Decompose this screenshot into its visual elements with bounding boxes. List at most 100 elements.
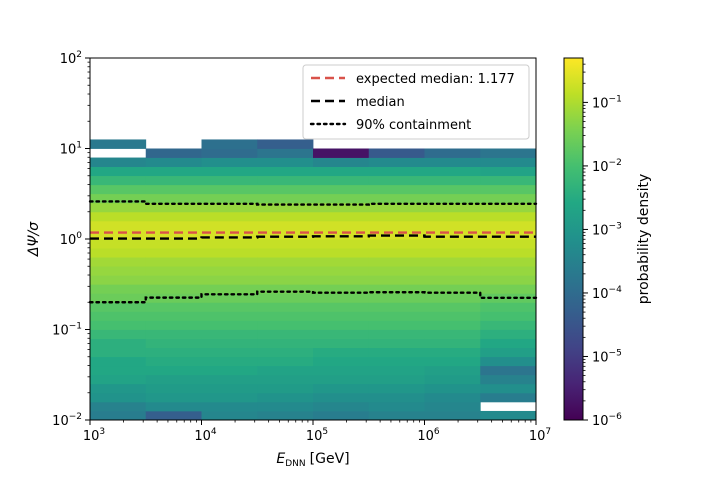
heatmap-cell [145, 248, 202, 258]
heatmap-cell [201, 383, 258, 394]
heatmap-cell [368, 374, 425, 385]
heatmap-cell [480, 374, 537, 385]
heatmap-cell [201, 320, 258, 330]
x-tick-label-base: 10 [194, 429, 211, 444]
heatmap-cell [90, 193, 147, 204]
colorbar-tick-label: 10−2 [592, 158, 622, 175]
x-tick-label-exponent: 7 [545, 427, 551, 437]
heatmap-cell [313, 175, 370, 186]
heatmap-cell [201, 374, 258, 385]
heatmap-cell [368, 148, 425, 158]
heatmap-cell [368, 248, 425, 258]
heatmap-cell [90, 356, 147, 367]
heatmap-cell [480, 383, 537, 394]
heatmap-cell [368, 211, 425, 222]
heatmap-cell [424, 365, 481, 376]
heatmap-cell [257, 356, 314, 367]
y-tick-label-base: 10 [52, 324, 69, 339]
heatmap-cell [145, 383, 202, 394]
heatmap-cell [368, 338, 425, 348]
heatmap-cell [424, 257, 481, 267]
heatmap-cell [145, 284, 202, 294]
colorbar: 10−610−510−410−310−210−1 probability den… [563, 57, 652, 429]
heatmap-cell [480, 365, 537, 376]
heatmap-cell [257, 166, 314, 177]
colorbar-tick-label-base: 10 [592, 287, 609, 302]
heatmap-cell [313, 410, 370, 421]
heatmap-cell [145, 311, 202, 321]
x-axis-label-unit: [GeV] [310, 451, 350, 467]
heatmap-cell [480, 220, 537, 231]
heatmap-cell [480, 347, 537, 358]
heatmap-cell [257, 175, 314, 186]
heatmap-cell [201, 202, 258, 213]
heatmap-cell [201, 193, 258, 204]
heatmap-cell [201, 139, 258, 149]
heatmap-cell [201, 347, 258, 358]
heatmap-cell [368, 320, 425, 330]
colorbar-tick-label-exponent: −3 [609, 221, 622, 231]
heatmap-cell [90, 329, 147, 339]
heatmap-cell [424, 293, 481, 303]
heatmap-cell [90, 220, 147, 231]
heatmap-cell [145, 211, 202, 222]
heatmap-cell [480, 338, 537, 348]
heatmap-cell [145, 293, 202, 303]
heatmap-cell [201, 356, 258, 367]
heatmap-cell [368, 410, 425, 421]
heatmap-cell [368, 347, 425, 358]
heatmap-cell [201, 401, 258, 412]
heatmap-cell [257, 248, 314, 258]
heatmap-cell [145, 175, 202, 186]
heatmap-cell [368, 239, 425, 249]
heatmap-cell [201, 211, 258, 222]
heatmap-cell [368, 157, 425, 167]
colorbar-tick-label: 10−1 [592, 94, 622, 111]
x-tick-label: 103 [83, 427, 105, 444]
heatmap-cell [257, 401, 314, 412]
heatmap-cell [368, 293, 425, 303]
heatmap-cell [201, 293, 258, 303]
heatmap-cell [257, 383, 314, 394]
heatmap-cell [145, 365, 202, 376]
series-line-2 [88, 200, 538, 206]
heatmap-cell [368, 383, 425, 394]
heatmap-cell [424, 374, 481, 385]
x-tick-label-exponent: 5 [322, 427, 328, 437]
heatmap-cell [90, 320, 147, 330]
heatmap-cell [313, 266, 370, 276]
colorbar-tick-label-exponent: −4 [609, 285, 623, 295]
heatmap-cell [424, 347, 481, 358]
heatmap-cell [368, 275, 425, 285]
heatmap-cell [368, 365, 425, 376]
heatmap-cell [90, 347, 147, 358]
colorbar-tick-label-exponent: −2 [609, 158, 622, 168]
heatmap-cell [424, 401, 481, 412]
heatmap-cell [257, 148, 314, 158]
heatmap-cell [90, 139, 147, 149]
heatmap-cell [257, 329, 314, 339]
heatmap-cell [424, 392, 481, 403]
heatmap-cell [313, 293, 370, 303]
heatmap-cell [313, 257, 370, 267]
heatmap-cell [145, 329, 202, 339]
heatmap-cell [424, 320, 481, 330]
heatmap-cell [145, 157, 202, 167]
y-tick-label-exponent: −1 [69, 322, 82, 332]
heatmap-cell [257, 293, 314, 303]
heatmap-cell [90, 392, 147, 403]
heatmap-cell [480, 157, 537, 167]
legend: expected median: 1.177 median 90% containm… [302, 64, 530, 140]
heatmap-cell [90, 257, 147, 267]
colorbar-gradient [563, 57, 584, 421]
heatmap-cell [424, 148, 481, 158]
heatmap-cell [424, 229, 481, 240]
heatmap-cell [145, 257, 202, 267]
heatmap-cell [145, 392, 202, 403]
heatmap-cell [201, 184, 258, 195]
heatmap-cell [201, 148, 258, 158]
heatmap-cell [424, 220, 481, 231]
heatmap-cell [201, 275, 258, 285]
heatmap-cell [424, 202, 481, 213]
